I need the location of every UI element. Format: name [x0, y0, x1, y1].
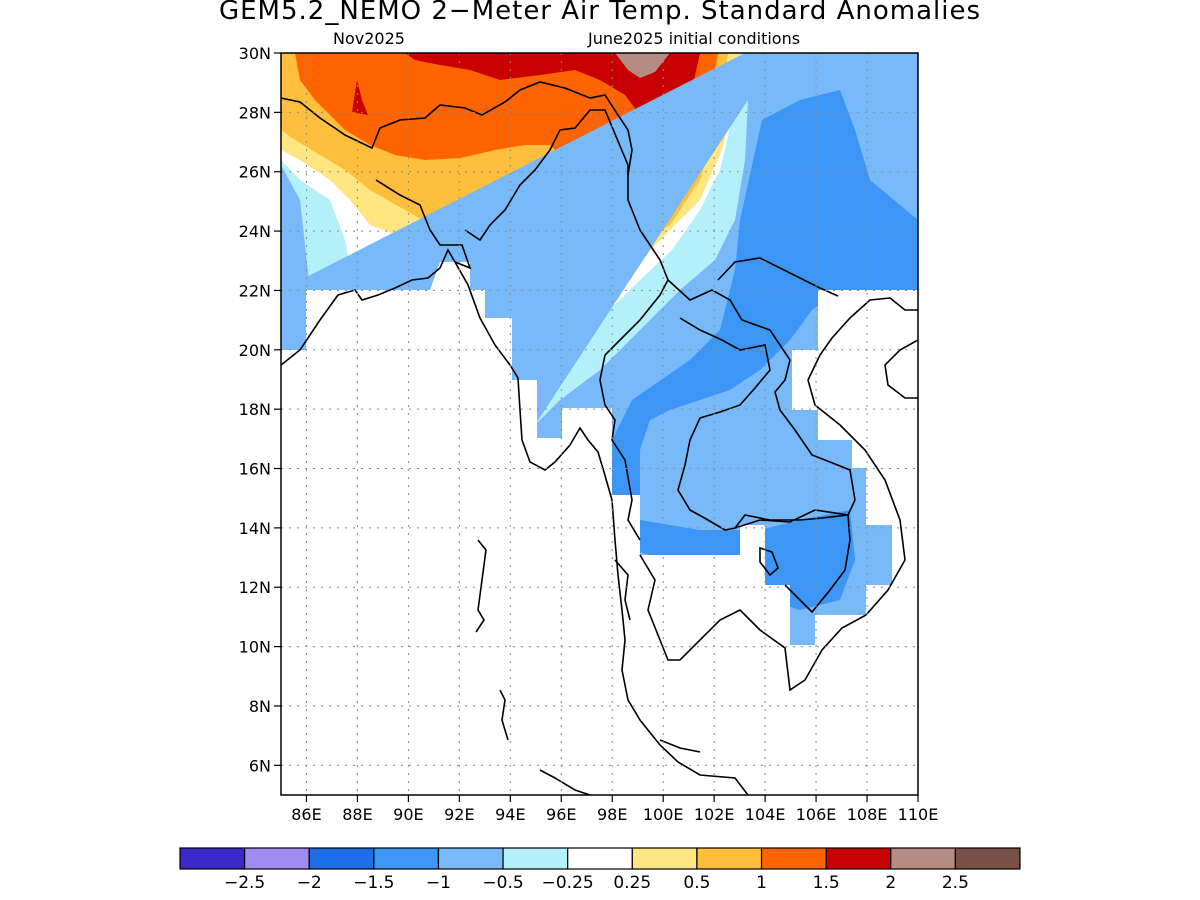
- y-tick-label: 6N: [249, 756, 271, 775]
- color-legend: −2.5 −2 −1.5 −1 −0.5 −0.25 0.25 0.5 1 1.5 2 2.5: [179, 847, 1021, 893]
- legend-label: −0.25: [542, 873, 594, 893]
- x-tick-label: 106E: [796, 805, 837, 824]
- border-north: [281, 81, 633, 176]
- coastline-hainan: [884, 339, 918, 399]
- legend-swatch: [954, 847, 1021, 870]
- legend-swatch: [179, 847, 246, 870]
- legend-swatch: [502, 847, 569, 870]
- y-tick-label: 24N: [239, 222, 271, 241]
- x-tick-label: 108E: [847, 805, 888, 824]
- border-vietnam-china: [717, 257, 839, 297]
- legend-label: 0.5: [683, 873, 710, 893]
- legend-swatch: [696, 847, 763, 870]
- y-tick-label: 16N: [239, 460, 271, 479]
- legend-label: −1.5: [353, 873, 394, 893]
- y-tick-label: 18N: [239, 400, 271, 419]
- andaman-islands: [475, 539, 487, 633]
- legend-swatch: [308, 847, 375, 870]
- legend-label: −1: [426, 873, 451, 893]
- x-tick-label: 90E: [393, 805, 423, 824]
- legend-swatch: [437, 847, 504, 870]
- legend-label: 0.25: [613, 873, 651, 893]
- x-axis: 86E 88E 90E 92E 94E 96E 98E 100E 102E 104E 106E 108…: [291, 795, 938, 824]
- legend-label: −2.5: [224, 873, 265, 893]
- legend-swatch: [244, 847, 310, 870]
- x-tick-label: 104E: [745, 805, 786, 824]
- coastline: [281, 248, 749, 795]
- figure-title: GEM5.2_NEMO 2−Meter Air Temp. Standard A…: [218, 0, 982, 26]
- coastline-east: [639, 297, 918, 692]
- y-tick-label: 26N: [239, 163, 271, 182]
- y-tick-label: 14N: [239, 519, 271, 538]
- border-myanmar: [464, 109, 669, 541]
- x-tick-label: 98E: [597, 805, 627, 824]
- x-tick-label: 94E: [495, 805, 525, 824]
- y-tick-label: 22N: [239, 281, 271, 300]
- x-tick-label: 110E: [898, 805, 939, 824]
- legend-swatch: [890, 847, 956, 870]
- x-tick-label: 86E: [291, 805, 321, 824]
- lake-tonle-sap: [759, 546, 779, 577]
- y-tick-label: 28N: [239, 103, 271, 122]
- legend-label: 2: [885, 873, 896, 893]
- x-tick-label: 88E: [342, 805, 372, 824]
- initial-conditions-label: June2025 initial conditions: [588, 29, 801, 48]
- map-frame: [280, 52, 919, 796]
- x-tick-label: 100E: [643, 805, 684, 824]
- forecast-month: Nov2025: [333, 29, 405, 48]
- legend-swatch: [760, 847, 827, 870]
- legend-label: −0.5: [482, 873, 523, 893]
- legend-swatch: [825, 847, 892, 870]
- y-tick-label: 10N: [239, 638, 271, 657]
- anomaly-region-2-2.5: [615, 53, 670, 78]
- x-tick-label: 96E: [546, 805, 576, 824]
- border-thailand-malaysia: [659, 739, 701, 753]
- anomaly-region-1.5-2-small: [352, 80, 368, 115]
- y-axis: 30N 28N 26N 24N 22N 20N 18N 16N 14N 12N 10N 8N 6N: [239, 44, 281, 775]
- y-tick-label: 12N: [239, 578, 271, 597]
- border-cambodia: [734, 509, 851, 614]
- legend-swatch: [631, 847, 698, 870]
- coastlines-and-borders: [281, 81, 918, 795]
- legend-label: 1: [756, 873, 767, 893]
- anomaly-field: [281, 53, 918, 795]
- legend-swatch: [373, 847, 440, 870]
- x-tick-label: 102E: [694, 805, 735, 824]
- masked-cells: [281, 262, 918, 795]
- anomaly-region-1.5-2: [405, 53, 700, 128]
- x-tick-label: 92E: [444, 805, 474, 824]
- nicobar-islands: [499, 689, 509, 741]
- y-tick-label: 20N: [239, 341, 271, 360]
- legend-label: 1.5: [813, 873, 840, 893]
- y-tick-label: 30N: [239, 44, 271, 63]
- legend-label: −2: [297, 873, 322, 893]
- legend-label: 2.5: [942, 873, 969, 893]
- border-bangladesh: [375, 179, 472, 270]
- sumatra-tip: [539, 769, 591, 795]
- y-tick-label: 8N: [249, 697, 271, 716]
- legend-swatch: [567, 847, 633, 870]
